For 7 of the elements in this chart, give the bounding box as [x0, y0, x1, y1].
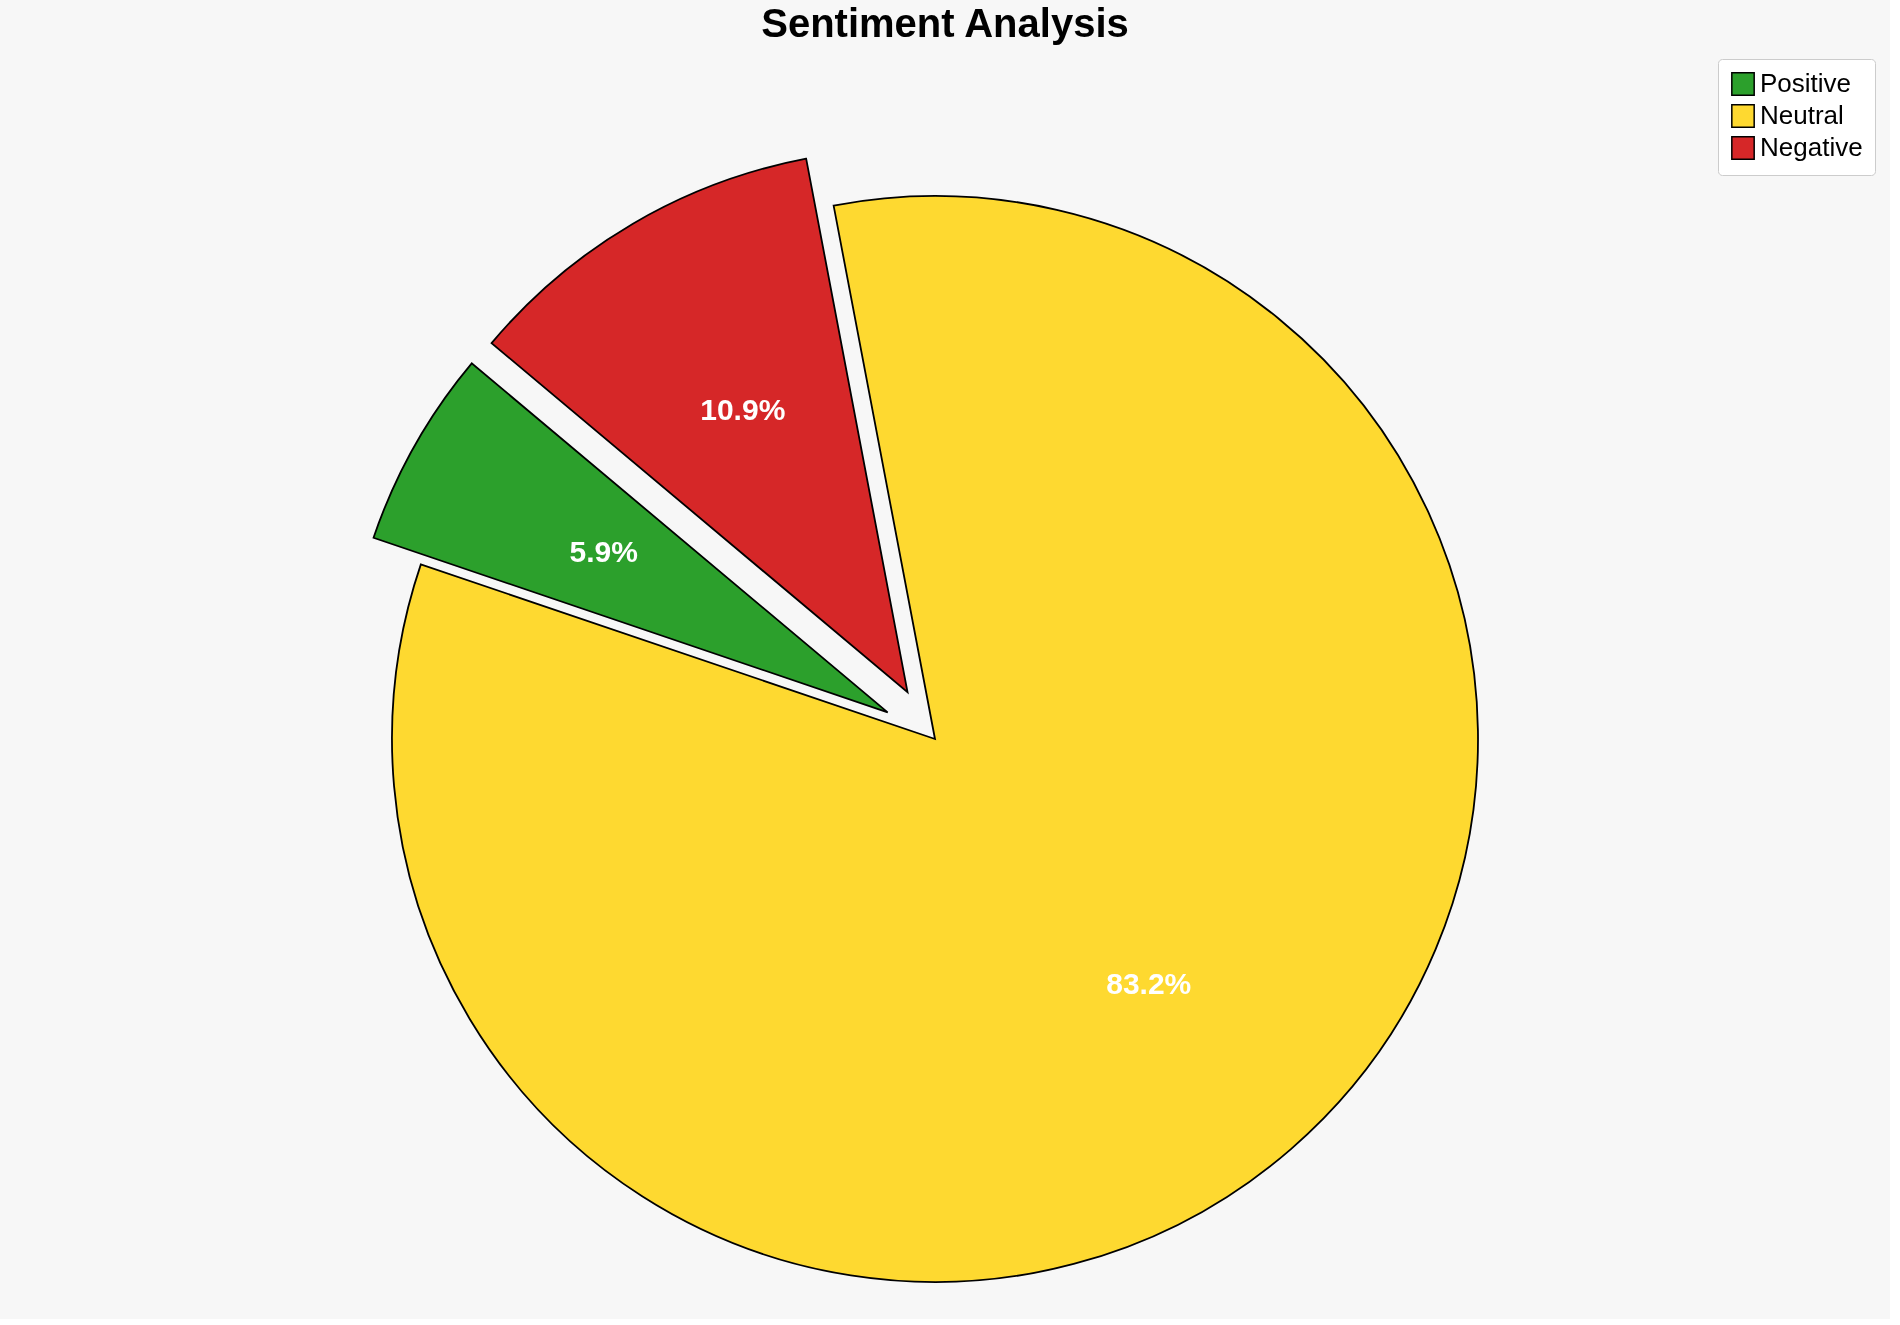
legend-label: Positive — [1760, 68, 1852, 98]
data-label: 10.9% — [700, 393, 786, 427]
data-label: 83.2% — [1106, 966, 1192, 1000]
data-label: 5.9% — [569, 534, 638, 568]
legend-label: Negative — [1760, 132, 1863, 162]
chart-title: Sentiment Analysis — [761, 1, 1129, 45]
legend-label: Neutral — [1760, 100, 1844, 130]
